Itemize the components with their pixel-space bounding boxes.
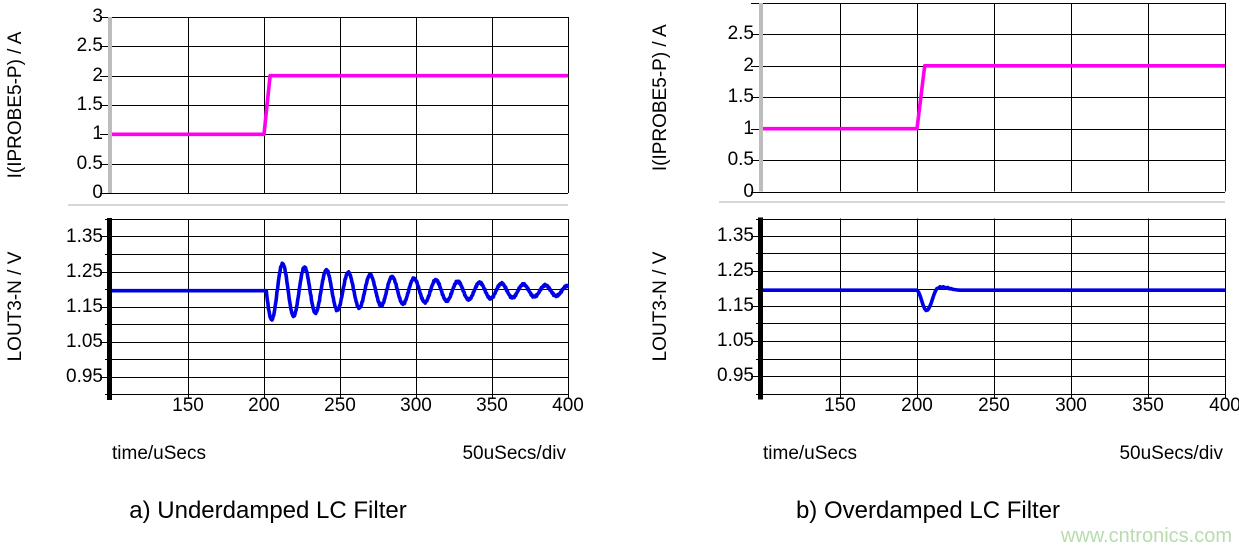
y-tick-label-current: 1 — [743, 117, 754, 139]
current-y-axis-bar — [759, 3, 763, 192]
plot-grid — [751, 3, 1226, 399]
y-tick-label-current: 0 — [92, 182, 103, 203]
time-axis-label: time/uSecs — [763, 443, 857, 464]
y-tick-label-current: 1.5 — [727, 86, 754, 108]
y-tick-label-current: 0 — [743, 180, 754, 202]
caption-underdamped: a) Underdamped LC Filter — [129, 497, 407, 524]
y-tick-label-current: 2 — [743, 54, 754, 76]
x-tick-label: 150 — [824, 395, 856, 416]
y-tick-label-current: 0.5 — [76, 152, 103, 174]
y-tick-label-voltage: 1.05 — [717, 330, 754, 351]
y-tick-label-current: 3 — [92, 6, 103, 27]
y-axis-label-voltage: LOUT3-N / V — [650, 251, 671, 361]
x-tick-label: 300 — [1055, 395, 1087, 416]
current-trace — [112, 73, 568, 137]
time-axis-label: time/uSecs — [112, 443, 206, 464]
y-tick-label-current: 2.5 — [727, 23, 754, 45]
y-tick-label-current: 1 — [92, 123, 103, 145]
y-tick-label-current: 2 — [92, 64, 103, 86]
y-axis-label-current: I(IPROBE5-P) / A — [650, 23, 671, 171]
y-tick-label-current: 1.5 — [76, 94, 103, 115]
x-tick-label: 200 — [901, 395, 933, 416]
x-tick-label: 200 — [248, 395, 280, 416]
x-tick-label: 350 — [1132, 395, 1164, 416]
y-tick-label-voltage: 1.35 — [717, 225, 754, 246]
y-tick-label-voltage: 1.05 — [66, 330, 103, 352]
y-tick-label-voltage: 0.95 — [66, 365, 103, 387]
voltage-trace — [763, 284, 1225, 313]
watermark-cntronics: www.cntronics.com — [1060, 525, 1232, 547]
x-tick-label: 300 — [400, 395, 432, 416]
x-tick-label: 400 — [552, 395, 584, 416]
time-scale-per-div-label: 50uSecs/div — [462, 443, 566, 464]
x-tick-label: 250 — [324, 395, 356, 416]
y-tick-label-voltage: 1.25 — [717, 260, 754, 281]
x-tick-label: 150 — [172, 395, 204, 416]
voltage-y-axis-bar — [107, 218, 112, 400]
y-tick-label-voltage: 0.95 — [717, 365, 754, 386]
plot-grid — [100, 17, 569, 399]
caption-overdamped: b) Overdamped LC Filter — [795, 497, 1061, 524]
x-tick-label: 400 — [1209, 395, 1239, 416]
y-tick-label-current: 2.5 — [76, 35, 103, 57]
y-tick-label-voltage: 1.15 — [717, 295, 754, 316]
voltage-y-axis-bar — [758, 217, 763, 400]
x-tick-label: 350 — [476, 395, 508, 416]
voltage-trace — [112, 261, 570, 322]
y-tick-label-current: 0.5 — [727, 149, 754, 171]
current-trace — [763, 64, 1225, 131]
x-tick-label: 250 — [978, 395, 1010, 416]
current-y-axis-bar — [108, 17, 112, 193]
y-tick-label-voltage: 1.25 — [66, 260, 103, 282]
time-scale-per-div-label: 50uSecs/div — [1119, 443, 1223, 464]
y-tick-label-voltage: 1.15 — [66, 295, 103, 317]
y-tick-label-voltage: 1.35 — [66, 225, 103, 247]
